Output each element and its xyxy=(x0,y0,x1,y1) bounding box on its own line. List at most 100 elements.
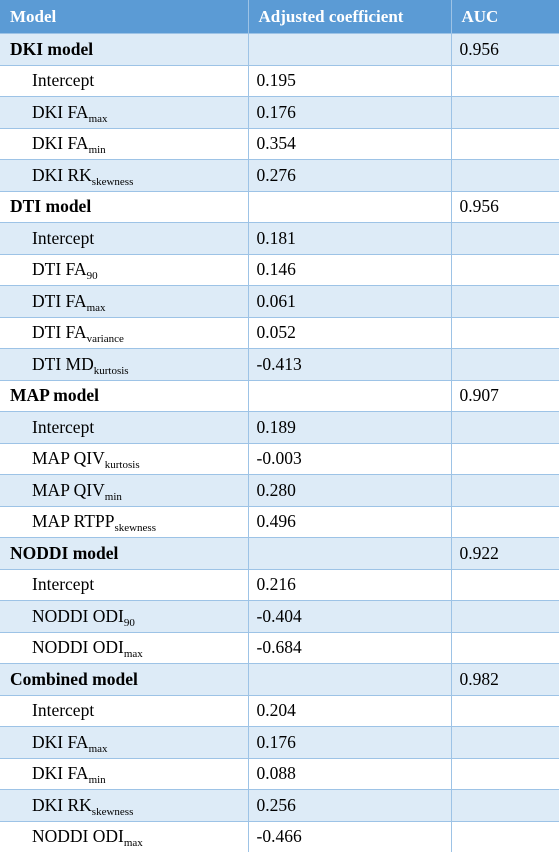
table-body: DKI model 0.956 Intercept 0.195 DKI FAmax 0.1… xyxy=(0,33,559,852)
coefficient-cell xyxy=(248,663,452,695)
term-subscript: max xyxy=(86,301,106,314)
term-base: DTI FA xyxy=(32,290,87,311)
auc-cell: 0.922 xyxy=(451,537,559,569)
term-subscript: kurtosis xyxy=(93,364,129,377)
term-subscript: variance xyxy=(86,333,124,346)
term-row: DTI FAmax 0.061 xyxy=(0,285,559,317)
term-row: DKI RKskewness 0.276 xyxy=(0,159,559,191)
term-row: Intercept 0.216 xyxy=(0,568,559,601)
term-base: Intercept xyxy=(32,227,95,248)
term-row: NODDI ODImax -0.684 xyxy=(0,631,559,664)
auc-cell xyxy=(451,505,559,538)
header-row: Model Adjusted coefficient AUC xyxy=(0,0,559,34)
term-subscript: min xyxy=(104,490,122,503)
coefficient-cell: -0.684 xyxy=(248,631,452,664)
coefficient-cell: 0.176 xyxy=(248,96,452,128)
term-base: MAP QIV xyxy=(32,479,105,500)
term-subscript: min xyxy=(88,774,106,787)
term-row: DKI FAmin 0.354 xyxy=(0,127,559,160)
term-row: NODDI ODImax -0.466 xyxy=(0,820,559,852)
header-adjusted-coefficient: Adjusted coefficient xyxy=(248,0,452,34)
model-name: DKI model xyxy=(0,33,249,65)
coefficient-cell: 0.496 xyxy=(248,505,452,538)
term-subscript: 90 xyxy=(123,616,135,629)
auc-cell xyxy=(451,600,559,632)
term-base: Intercept xyxy=(32,416,95,437)
term-subscript: 90 xyxy=(86,270,98,283)
coefficient-cell xyxy=(248,379,452,412)
term-name: DKI FAmin xyxy=(0,127,249,160)
model-row: NODDI model 0.922 xyxy=(0,537,559,569)
term-row: DKI FAmax 0.176 xyxy=(0,96,559,128)
coefficient-cell: 0.052 xyxy=(248,316,452,349)
coefficient-cell xyxy=(248,537,452,569)
coefficient-cell: 0.061 xyxy=(248,285,452,317)
term-subscript: kurtosis xyxy=(104,459,140,472)
term-base: DKI RK xyxy=(32,794,92,815)
term-name: Intercept xyxy=(0,568,249,601)
term-row: DKI FAmin 0.088 xyxy=(0,757,559,790)
model-name: MAP model xyxy=(0,379,249,412)
auc-cell xyxy=(451,316,559,349)
term-subscript: max xyxy=(123,837,143,850)
term-row: Intercept 0.195 xyxy=(0,64,559,97)
term-name: Intercept xyxy=(0,222,249,254)
auc-cell: 0.907 xyxy=(451,379,559,412)
auc-cell xyxy=(451,820,559,852)
coefficient-cell: -0.413 xyxy=(248,348,452,380)
auc-cell xyxy=(451,64,559,97)
term-base: NODDI ODI xyxy=(32,637,124,658)
coefficient-cell: 0.276 xyxy=(248,159,452,191)
term-name: Intercept xyxy=(0,694,249,727)
term-subscript: skewness xyxy=(114,522,156,535)
coefficient-cell: 0.146 xyxy=(248,253,452,286)
term-subscript: skewness xyxy=(91,175,134,188)
term-subscript: min xyxy=(88,144,106,157)
term-subscript: max xyxy=(123,648,143,661)
term-name: Intercept xyxy=(0,411,249,443)
coefficient-cell: 0.256 xyxy=(248,789,452,821)
coefficient-cell: 0.176 xyxy=(248,726,452,758)
coefficient-cell: 0.204 xyxy=(248,694,452,727)
term-name: DKI RKskewness xyxy=(0,159,249,191)
model-name: NODDI model xyxy=(0,537,249,569)
header-auc: AUC xyxy=(451,0,559,34)
term-base: NODDI ODI xyxy=(32,605,124,626)
term-name: NODDI ODImax xyxy=(0,631,249,664)
term-row: Intercept 0.204 xyxy=(0,694,559,727)
auc-cell xyxy=(451,474,559,506)
auc-cell xyxy=(451,568,559,601)
term-row: Intercept 0.189 xyxy=(0,411,559,443)
coefficient-cell: 0.181 xyxy=(248,222,452,254)
term-row: MAP QIVkurtosis -0.003 xyxy=(0,442,559,475)
coefficient-cell: -0.003 xyxy=(248,442,452,475)
term-base: DTI FA xyxy=(32,259,87,280)
term-base: MAP QIV xyxy=(32,448,105,469)
term-subscript: skewness xyxy=(91,805,134,818)
term-base: DKI RK xyxy=(32,164,92,185)
auc-cell xyxy=(451,285,559,317)
model-row: DTI model 0.956 xyxy=(0,190,559,223)
term-name: DTI FAvariance xyxy=(0,316,249,349)
term-row: DKI RKskewness 0.256 xyxy=(0,789,559,821)
term-row: MAP RTPPskewness 0.496 xyxy=(0,505,559,538)
term-base: DKI FA xyxy=(32,133,89,154)
term-name: NODDI ODI90 xyxy=(0,600,249,632)
term-subscript: max xyxy=(88,742,108,755)
term-row: MAP QIVmin 0.280 xyxy=(0,474,559,506)
auc-cell xyxy=(451,411,559,443)
auc-cell xyxy=(451,789,559,821)
term-name: Intercept xyxy=(0,64,249,97)
auc-cell: 0.956 xyxy=(451,190,559,223)
auc-cell xyxy=(451,127,559,160)
model-row: Combined model 0.982 xyxy=(0,663,559,695)
model-name: DTI model xyxy=(0,190,249,223)
auc-cell xyxy=(451,253,559,286)
term-name: DTI FAmax xyxy=(0,285,249,317)
model-row: DKI model 0.956 xyxy=(0,33,559,65)
term-name: DTI MDkurtosis xyxy=(0,348,249,380)
coefficient-cell: 0.280 xyxy=(248,474,452,506)
coefficient-cell xyxy=(248,33,452,65)
term-base: DKI FA xyxy=(32,101,89,122)
term-base: MAP RTPP xyxy=(32,511,115,532)
